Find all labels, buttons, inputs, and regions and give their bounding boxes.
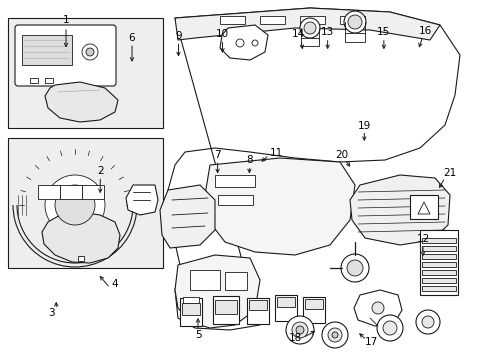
Bar [182, 303, 200, 315]
Bar [421, 270, 455, 275]
Text: 2: 2 [97, 166, 103, 176]
Bar [190, 270, 220, 290]
Polygon shape [126, 185, 158, 215]
Bar [248, 300, 266, 310]
Text: 6: 6 [128, 33, 135, 43]
Bar [218, 195, 252, 205]
Bar [305, 299, 323, 309]
Bar [260, 16, 285, 24]
Circle shape [346, 260, 362, 276]
Bar [419, 230, 457, 295]
Circle shape [347, 15, 361, 29]
Polygon shape [168, 8, 459, 330]
Bar [45, 78, 53, 83]
Circle shape [371, 302, 383, 314]
Circle shape [55, 185, 95, 225]
Bar [421, 278, 455, 283]
Text: 5: 5 [194, 330, 201, 340]
Polygon shape [220, 25, 267, 60]
Bar [220, 16, 244, 24]
Circle shape [295, 326, 304, 334]
Polygon shape [175, 8, 439, 40]
Bar [246, 298, 268, 324]
Bar [30, 78, 38, 83]
Polygon shape [349, 175, 449, 245]
Bar [339, 16, 364, 24]
Text: 19: 19 [357, 121, 370, 131]
Circle shape [321, 322, 347, 348]
Bar [274, 295, 296, 321]
Bar [8, 18, 163, 128]
Circle shape [251, 40, 258, 46]
Circle shape [86, 48, 94, 56]
Text: 16: 16 [418, 26, 431, 36]
Bar [78, 256, 84, 261]
Text: 8: 8 [245, 155, 252, 165]
Circle shape [82, 44, 98, 60]
Text: 9: 9 [175, 31, 182, 41]
Bar [183, 297, 199, 303]
Bar [8, 138, 163, 268]
Bar [60, 185, 82, 199]
Bar [215, 175, 254, 187]
Polygon shape [353, 290, 401, 326]
Circle shape [291, 322, 307, 338]
Circle shape [327, 328, 341, 342]
Text: 12: 12 [415, 234, 429, 244]
Text: 10: 10 [216, 29, 228, 39]
Text: 17: 17 [364, 337, 378, 347]
Circle shape [45, 175, 105, 235]
Bar [22, 35, 72, 65]
Bar [421, 254, 455, 259]
Text: 14: 14 [291, 29, 305, 39]
Bar [421, 238, 455, 243]
Circle shape [376, 315, 402, 341]
Bar [421, 262, 455, 267]
Polygon shape [204, 158, 354, 255]
Bar [345, 33, 364, 42]
Circle shape [304, 22, 315, 34]
Bar [301, 38, 318, 46]
Circle shape [382, 321, 396, 335]
Bar [409, 195, 437, 219]
Bar [421, 246, 455, 251]
Text: 13: 13 [320, 27, 334, 37]
Circle shape [236, 39, 244, 47]
Text: 15: 15 [376, 27, 390, 37]
Circle shape [285, 316, 313, 344]
Circle shape [340, 254, 368, 282]
Text: 11: 11 [269, 148, 283, 158]
Polygon shape [175, 255, 260, 328]
Text: 3: 3 [48, 308, 55, 318]
Text: 20: 20 [335, 150, 348, 160]
Text: 1: 1 [62, 15, 69, 25]
Bar [299, 16, 325, 24]
Circle shape [421, 316, 433, 328]
Bar [82, 185, 104, 199]
Bar [303, 297, 325, 323]
Text: 21: 21 [442, 168, 456, 178]
Polygon shape [45, 82, 118, 122]
Circle shape [331, 332, 337, 338]
Bar [421, 286, 455, 291]
Polygon shape [42, 212, 120, 263]
Bar [38, 185, 60, 199]
Text: 4: 4 [111, 279, 118, 289]
FancyBboxPatch shape [15, 25, 116, 86]
Polygon shape [160, 185, 215, 248]
Text: 18: 18 [288, 333, 302, 343]
Circle shape [343, 11, 365, 33]
Bar [276, 297, 294, 307]
Text: 7: 7 [214, 150, 221, 160]
Bar [224, 272, 246, 290]
Bar [215, 300, 237, 314]
Bar [213, 296, 239, 324]
Circle shape [299, 18, 319, 38]
Bar [180, 298, 202, 326]
Circle shape [415, 310, 439, 334]
